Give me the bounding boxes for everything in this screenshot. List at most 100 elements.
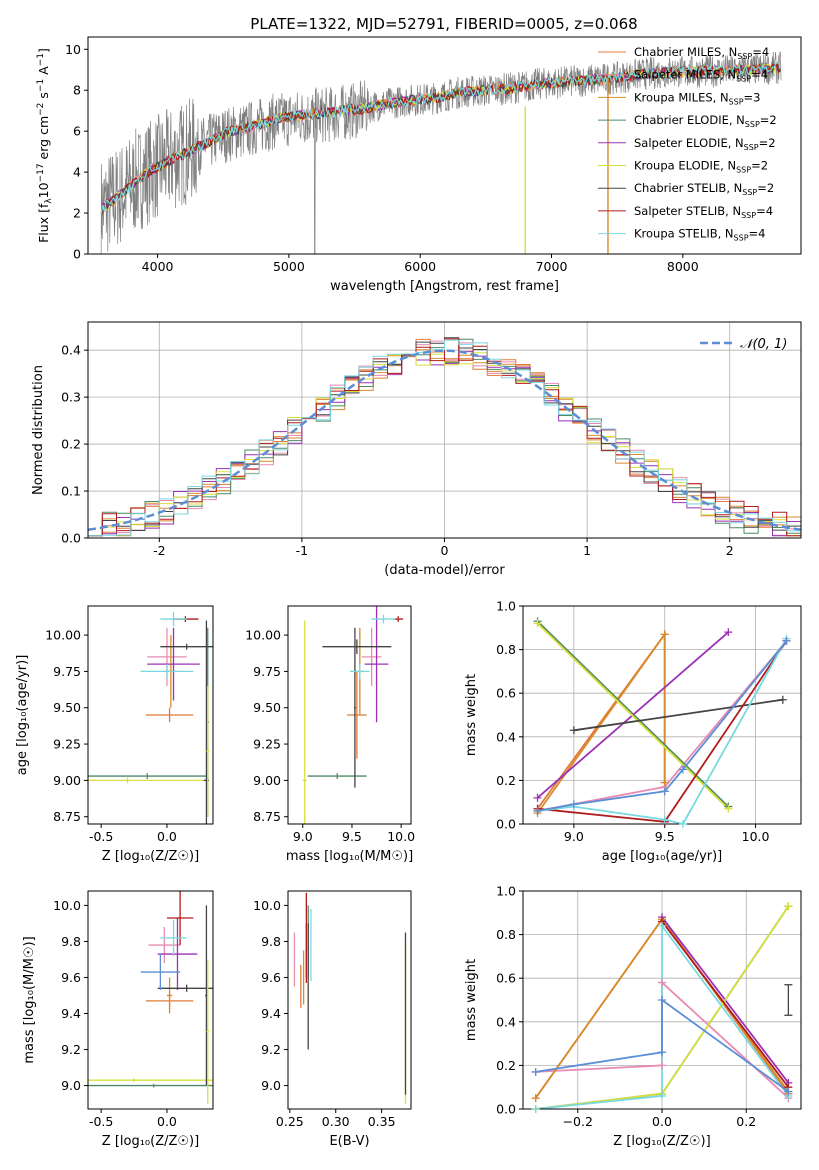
x-tick-label: 9.0 [293, 829, 313, 844]
series-marker [533, 619, 542, 628]
figure-title: PLATE=1322, MJD=52791, FIBERID=0005, z=0… [250, 15, 637, 33]
series-marker [533, 793, 542, 802]
y-tick-label: 9.0 [61, 1078, 81, 1093]
y-tick-label: 8.75 [253, 809, 281, 824]
series-marker [569, 726, 578, 735]
axes-frame [87, 890, 214, 1110]
y-label-part: s [36, 92, 51, 103]
plot-area [88, 611, 213, 824]
legend-label: Salpeter ELODIE, NSSP=2 [634, 136, 776, 152]
series-line [537, 640, 788, 812]
model-spectrum-kroupa-elodie [100, 63, 781, 215]
y-tick-label: 9.50 [53, 700, 81, 715]
y-tick-label: 6 [73, 124, 81, 139]
y-tick-label: 0.1 [61, 484, 81, 499]
series-line [537, 638, 788, 824]
x-tick-label: 9.5 [342, 829, 362, 844]
x-tick-label: −0.2 [563, 1114, 593, 1129]
y-tick-label: 9.00 [253, 773, 281, 788]
hist-salpeter-stelib [88, 338, 801, 538]
x-axis-label: Z [log₁₀(Z/Z☉)] [102, 1134, 199, 1149]
y-tick-label: 9.50 [253, 700, 281, 715]
series-marker [784, 902, 793, 911]
y-label-sup: −1 [36, 79, 46, 92]
legend-subscript: SSP [742, 188, 757, 197]
hist-kroupa-stelib [88, 339, 801, 538]
legend-count: =2 [757, 181, 774, 195]
y-tick-label: 0.4 [496, 729, 516, 744]
x-tick-label: -1 [296, 543, 308, 558]
y-tick-label: 9.8 [61, 934, 81, 949]
y-label-sup: −1 [36, 53, 46, 66]
y-tick-label: 9.2 [61, 1042, 81, 1057]
legend-label: Salpeter STELIB, NSSP=4 [634, 204, 773, 220]
series-marker [784, 1087, 793, 1096]
legend-count: =4 [751, 68, 768, 82]
y-axis-label: Flux [fλ10−17 erg cm−2 s−1 A−1] [36, 48, 54, 243]
x-tick-label: -0.5 [89, 1114, 113, 1129]
y-tick-label: 9.00 [53, 773, 81, 788]
y-tick-label: 0.8 [496, 642, 516, 657]
x-tick-label: 4000 [142, 259, 174, 274]
x-tick-label: 0 [441, 543, 449, 558]
y-axis-label: mass weight [464, 674, 479, 756]
legend-subscript: SSP [741, 211, 756, 220]
panel-residual_hist: -2 -1 0 1 2 0.0 0.1 0.2 0.3 0.4 (data-model)/error… [31, 321, 802, 578]
x-tick-label: -2 [153, 543, 165, 558]
y-tick-label: 0 [73, 247, 81, 262]
series-marker [724, 628, 733, 637]
series-marker [658, 921, 666, 930]
panel-mass_vs_ebv: 0.25 0.30 0.35 9.0 9.2 9.4 9.6 9.8 10.0 E(B-V) [253, 890, 412, 1149]
plot-area [302, 606, 404, 824]
legend-count: =4 [752, 45, 769, 59]
y-tick-label: 0.4 [61, 343, 81, 358]
y-tick-label: 2 [73, 206, 81, 221]
y-tick-label: 10.0 [53, 898, 81, 913]
panel-massweight_vs_Z: −0.2 0.0 0.2 0.0 0.2 0.4 0.6 0.8 1.0 Z [log₁₀(Z/Z… [464, 884, 802, 1149]
y-tick-label: 9.25 [53, 737, 81, 752]
panel-age_vs_Z: -0.5 0.0 8.75 9.00 9.25 9.50 9.75 10.00 Z [log₁₀… [15, 605, 214, 864]
y-label-part: ] [36, 48, 51, 53]
series-marker [778, 695, 787, 704]
x-tick-label: 5000 [273, 259, 305, 274]
x-tick-label: 2 [726, 543, 734, 558]
x-axis-label: age [log₁₀(age/yr)] [602, 849, 723, 864]
panel-age_vs_mass: 9.0 9.5 10.0 8.75 9.00 9.25 9.50 9.75 10.00 mass … [245, 605, 415, 864]
y-tick-label: 9.4 [261, 1006, 281, 1021]
x-tick-label: -0.5 [89, 829, 113, 844]
x-axis-label: Z [log₁₀(Z/Z☉)] [102, 849, 199, 864]
legend-label: Salpeter MILES, NSSP=4 [634, 68, 768, 84]
y-tick-label: 0.6 [496, 686, 516, 701]
y-tick-label: 0.3 [61, 390, 81, 405]
y-tick-label: 0.6 [496, 971, 516, 986]
legend-count: =2 [760, 113, 777, 127]
y-tick-label: 10 [65, 42, 81, 57]
legend-label: Chabrier STELIB, NSSP=2 [634, 181, 774, 197]
x-tick-label: 6000 [404, 259, 436, 274]
y-label-part: erg cm [36, 116, 51, 164]
plot-area [100, 51, 782, 254]
series-line [573, 698, 783, 732]
y-label-sup: −2 [36, 103, 46, 116]
y-tick-label: 1.0 [496, 599, 516, 614]
y-tick-label: 9.75 [253, 664, 281, 679]
y-tick-label: 0.0 [61, 531, 81, 546]
y-tick-label: 9.6 [61, 970, 81, 985]
series-line [535, 998, 789, 1093]
x-axis-label: Z [log₁₀(Z/Z☉)] [613, 1134, 710, 1149]
y-tick-label: 0.0 [496, 1102, 516, 1117]
axes-frame [287, 890, 412, 1110]
y-tick-label: 0.8 [496, 927, 516, 942]
y-tick-label: 4 [73, 165, 81, 180]
y-label-sub: λ [44, 198, 54, 204]
series-marker [531, 1105, 540, 1113]
legend-subscript: SSP [736, 166, 751, 175]
legend-count: =2 [759, 136, 776, 150]
series-marker [533, 806, 542, 815]
y-tick-label: 9.0 [261, 1078, 281, 1093]
series-line [537, 640, 788, 812]
x-tick-label: 8000 [667, 259, 699, 274]
series-line [537, 640, 788, 823]
legend-count: =3 [744, 90, 761, 104]
